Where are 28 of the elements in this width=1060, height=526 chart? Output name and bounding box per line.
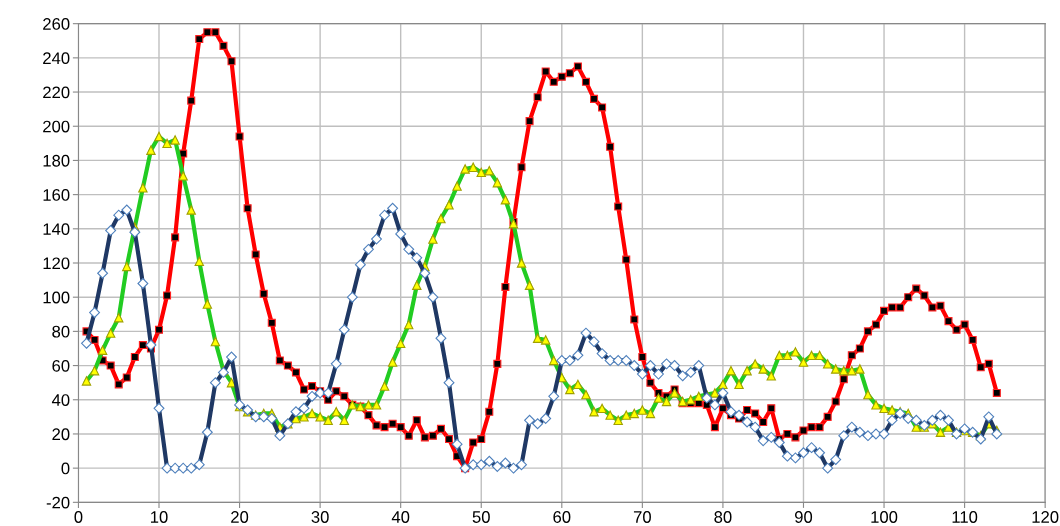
y-tick-label: 60: [52, 359, 70, 372]
y-tick-label: 120: [43, 257, 70, 270]
y-tick-label: 160: [43, 189, 70, 201]
y-tick-label: 40: [51, 394, 70, 406]
x-tick-label: 30: [311, 511, 329, 523]
y-tick-label: 260: [43, 18, 70, 30]
x-tick-label: 60: [553, 511, 571, 523]
y-tick-label: 20: [52, 428, 70, 441]
x-tick-label: 0: [74, 511, 83, 523]
y-tick-label: 80: [52, 325, 70, 338]
y-tick-label: -20: [46, 496, 70, 509]
x-tick-label: 10: [151, 511, 168, 523]
x-tick-label: 80: [714, 511, 732, 523]
x-tick-label: 100: [871, 511, 898, 523]
x-tick-label: 90: [794, 511, 813, 523]
y-tick-label: 200: [43, 120, 70, 133]
y-tick-label: 0: [61, 462, 70, 475]
x-tick-label: 40: [391, 511, 410, 523]
x-tick-label: 110: [952, 511, 978, 523]
x-tick-label: 70: [633, 511, 651, 523]
y-tick-label: 140: [43, 223, 70, 236]
x-tick-label: 20: [231, 511, 249, 523]
y-tick-label: 220: [43, 86, 70, 99]
x-tick-label: 120: [1032, 511, 1059, 523]
x-tick-label: 50: [472, 511, 490, 523]
y-tick-label: 180: [43, 154, 70, 167]
y-tick-label: 100: [43, 291, 70, 304]
y-tick-label: 240: [43, 52, 70, 65]
